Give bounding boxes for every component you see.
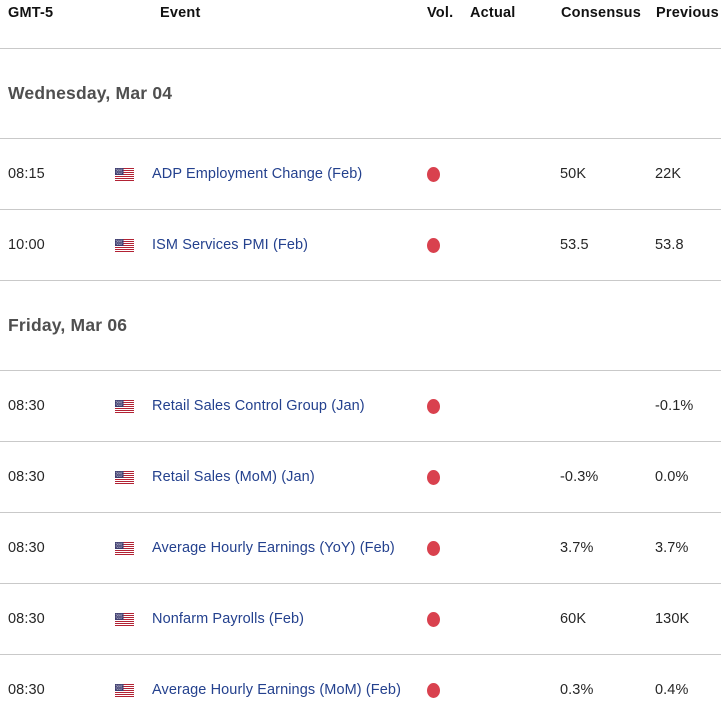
- event-row: 08:30: [0, 441, 721, 512]
- event-name-link[interactable]: ISM Services PMI (Feb): [152, 237, 309, 253]
- consensus-value: 53.5: [560, 237, 589, 253]
- us-flag-icon: [115, 399, 134, 413]
- previous-value: 0.4%: [655, 682, 689, 698]
- volatility-cell: [425, 682, 470, 698]
- event-name-cell: ISM Services PMI (Feb): [152, 237, 425, 253]
- volatility-cell: [425, 540, 470, 556]
- column-header-actual: Actual: [470, 5, 516, 21]
- day-section-header: Wednesday, Mar 04: [0, 48, 721, 138]
- volatility-cell: [425, 166, 470, 182]
- calendar-body: Wednesday, Mar 04 08:15: [0, 48, 721, 711]
- column-header-previous: Previous: [656, 5, 719, 21]
- consensus-value: 3.7%: [560, 540, 594, 556]
- event-time: 08:15: [8, 166, 45, 182]
- us-flag-icon: [115, 238, 134, 252]
- us-flag-icon: [115, 167, 134, 181]
- country-flag-cell: [115, 683, 152, 697]
- event-name-cell: ADP Employment Change (Feb): [152, 166, 425, 182]
- volatility-high-dot-icon: [427, 469, 440, 485]
- section-title: Wednesday, Mar 04: [8, 83, 173, 103]
- event-time: 10:00: [8, 237, 45, 253]
- previous-value: 3.7%: [655, 540, 689, 556]
- event-time: 08:30: [8, 540, 45, 556]
- event-name-link[interactable]: Nonfarm Payrolls (Feb): [152, 611, 305, 627]
- previous-value: 130K: [655, 611, 690, 627]
- column-header-consensus: Consensus: [561, 5, 641, 21]
- previous-value: 53.8: [655, 237, 684, 253]
- event-name-link[interactable]: ADP Employment Change (Feb): [152, 166, 363, 182]
- event-row: 08:30: [0, 654, 721, 711]
- event-name-cell: Average Hourly Earnings (YoY) (Feb): [152, 540, 425, 556]
- volatility-high-dot-icon: [427, 540, 440, 556]
- day-section-header: Friday, Mar 06: [0, 280, 721, 370]
- volatility-cell: [425, 611, 470, 627]
- section-title: Friday, Mar 06: [8, 315, 128, 335]
- event-time: 08:30: [8, 611, 45, 627]
- us-flag-icon: [115, 470, 134, 484]
- volatility-cell: [425, 237, 470, 253]
- country-flag-cell: [115, 167, 152, 181]
- country-flag-cell: [115, 612, 152, 626]
- us-flag-icon: [115, 541, 134, 555]
- event-name-link[interactable]: Average Hourly Earnings (YoY) (Feb): [152, 540, 395, 556]
- calendar-header-row: GMT-5 Event Vol. Actual Consensus Previo…: [0, 0, 721, 48]
- column-header-timezone: GMT-5: [8, 5, 54, 21]
- consensus-value: -0.3%: [560, 469, 599, 485]
- event-name-link[interactable]: Average Hourly Earnings (MoM) (Feb): [152, 682, 402, 698]
- previous-value: -0.1%: [655, 398, 694, 414]
- volatility-high-dot-icon: [427, 682, 440, 698]
- volatility-cell: [425, 469, 470, 485]
- country-flag-cell: [115, 238, 152, 252]
- event-name-link[interactable]: Retail Sales Control Group (Jan): [152, 398, 365, 414]
- volatility-high-dot-icon: [427, 611, 440, 627]
- event-row: 10:00: [0, 209, 721, 280]
- event-name-cell: Average Hourly Earnings (MoM) (Feb): [152, 682, 425, 698]
- volatility-high-dot-icon: [427, 166, 440, 182]
- previous-value: 0.0%: [655, 469, 689, 485]
- consensus-value: 50K: [560, 166, 587, 182]
- volatility-high-dot-icon: [427, 398, 440, 414]
- country-flag-cell: [115, 470, 152, 484]
- event-name-cell: Retail Sales Control Group (Jan): [152, 398, 425, 414]
- previous-value: 22K: [655, 166, 682, 182]
- event-time: 08:30: [8, 398, 45, 414]
- us-flag-icon: [115, 612, 134, 626]
- event-row: 08:30: [0, 583, 721, 654]
- consensus-value: 0.3%: [560, 682, 594, 698]
- column-header-vol: Vol.: [427, 5, 454, 21]
- consensus-value: 60K: [560, 611, 587, 627]
- event-name-cell: Retail Sales (MoM) (Jan): [152, 469, 425, 485]
- event-time: 08:30: [8, 682, 45, 698]
- event-name-link[interactable]: Retail Sales (MoM) (Jan): [152, 469, 315, 485]
- event-name-cell: Nonfarm Payrolls (Feb): [152, 611, 425, 627]
- column-header-event: Event: [160, 5, 201, 21]
- us-flag-icon: [115, 683, 134, 697]
- event-row: 08:30: [0, 512, 721, 583]
- event-row: 08:30: [0, 370, 721, 441]
- event-time: 08:30: [8, 469, 45, 485]
- volatility-high-dot-icon: [427, 237, 440, 253]
- country-flag-cell: [115, 399, 152, 413]
- event-row: 08:15: [0, 138, 721, 209]
- volatility-cell: [425, 398, 470, 414]
- country-flag-cell: [115, 541, 152, 555]
